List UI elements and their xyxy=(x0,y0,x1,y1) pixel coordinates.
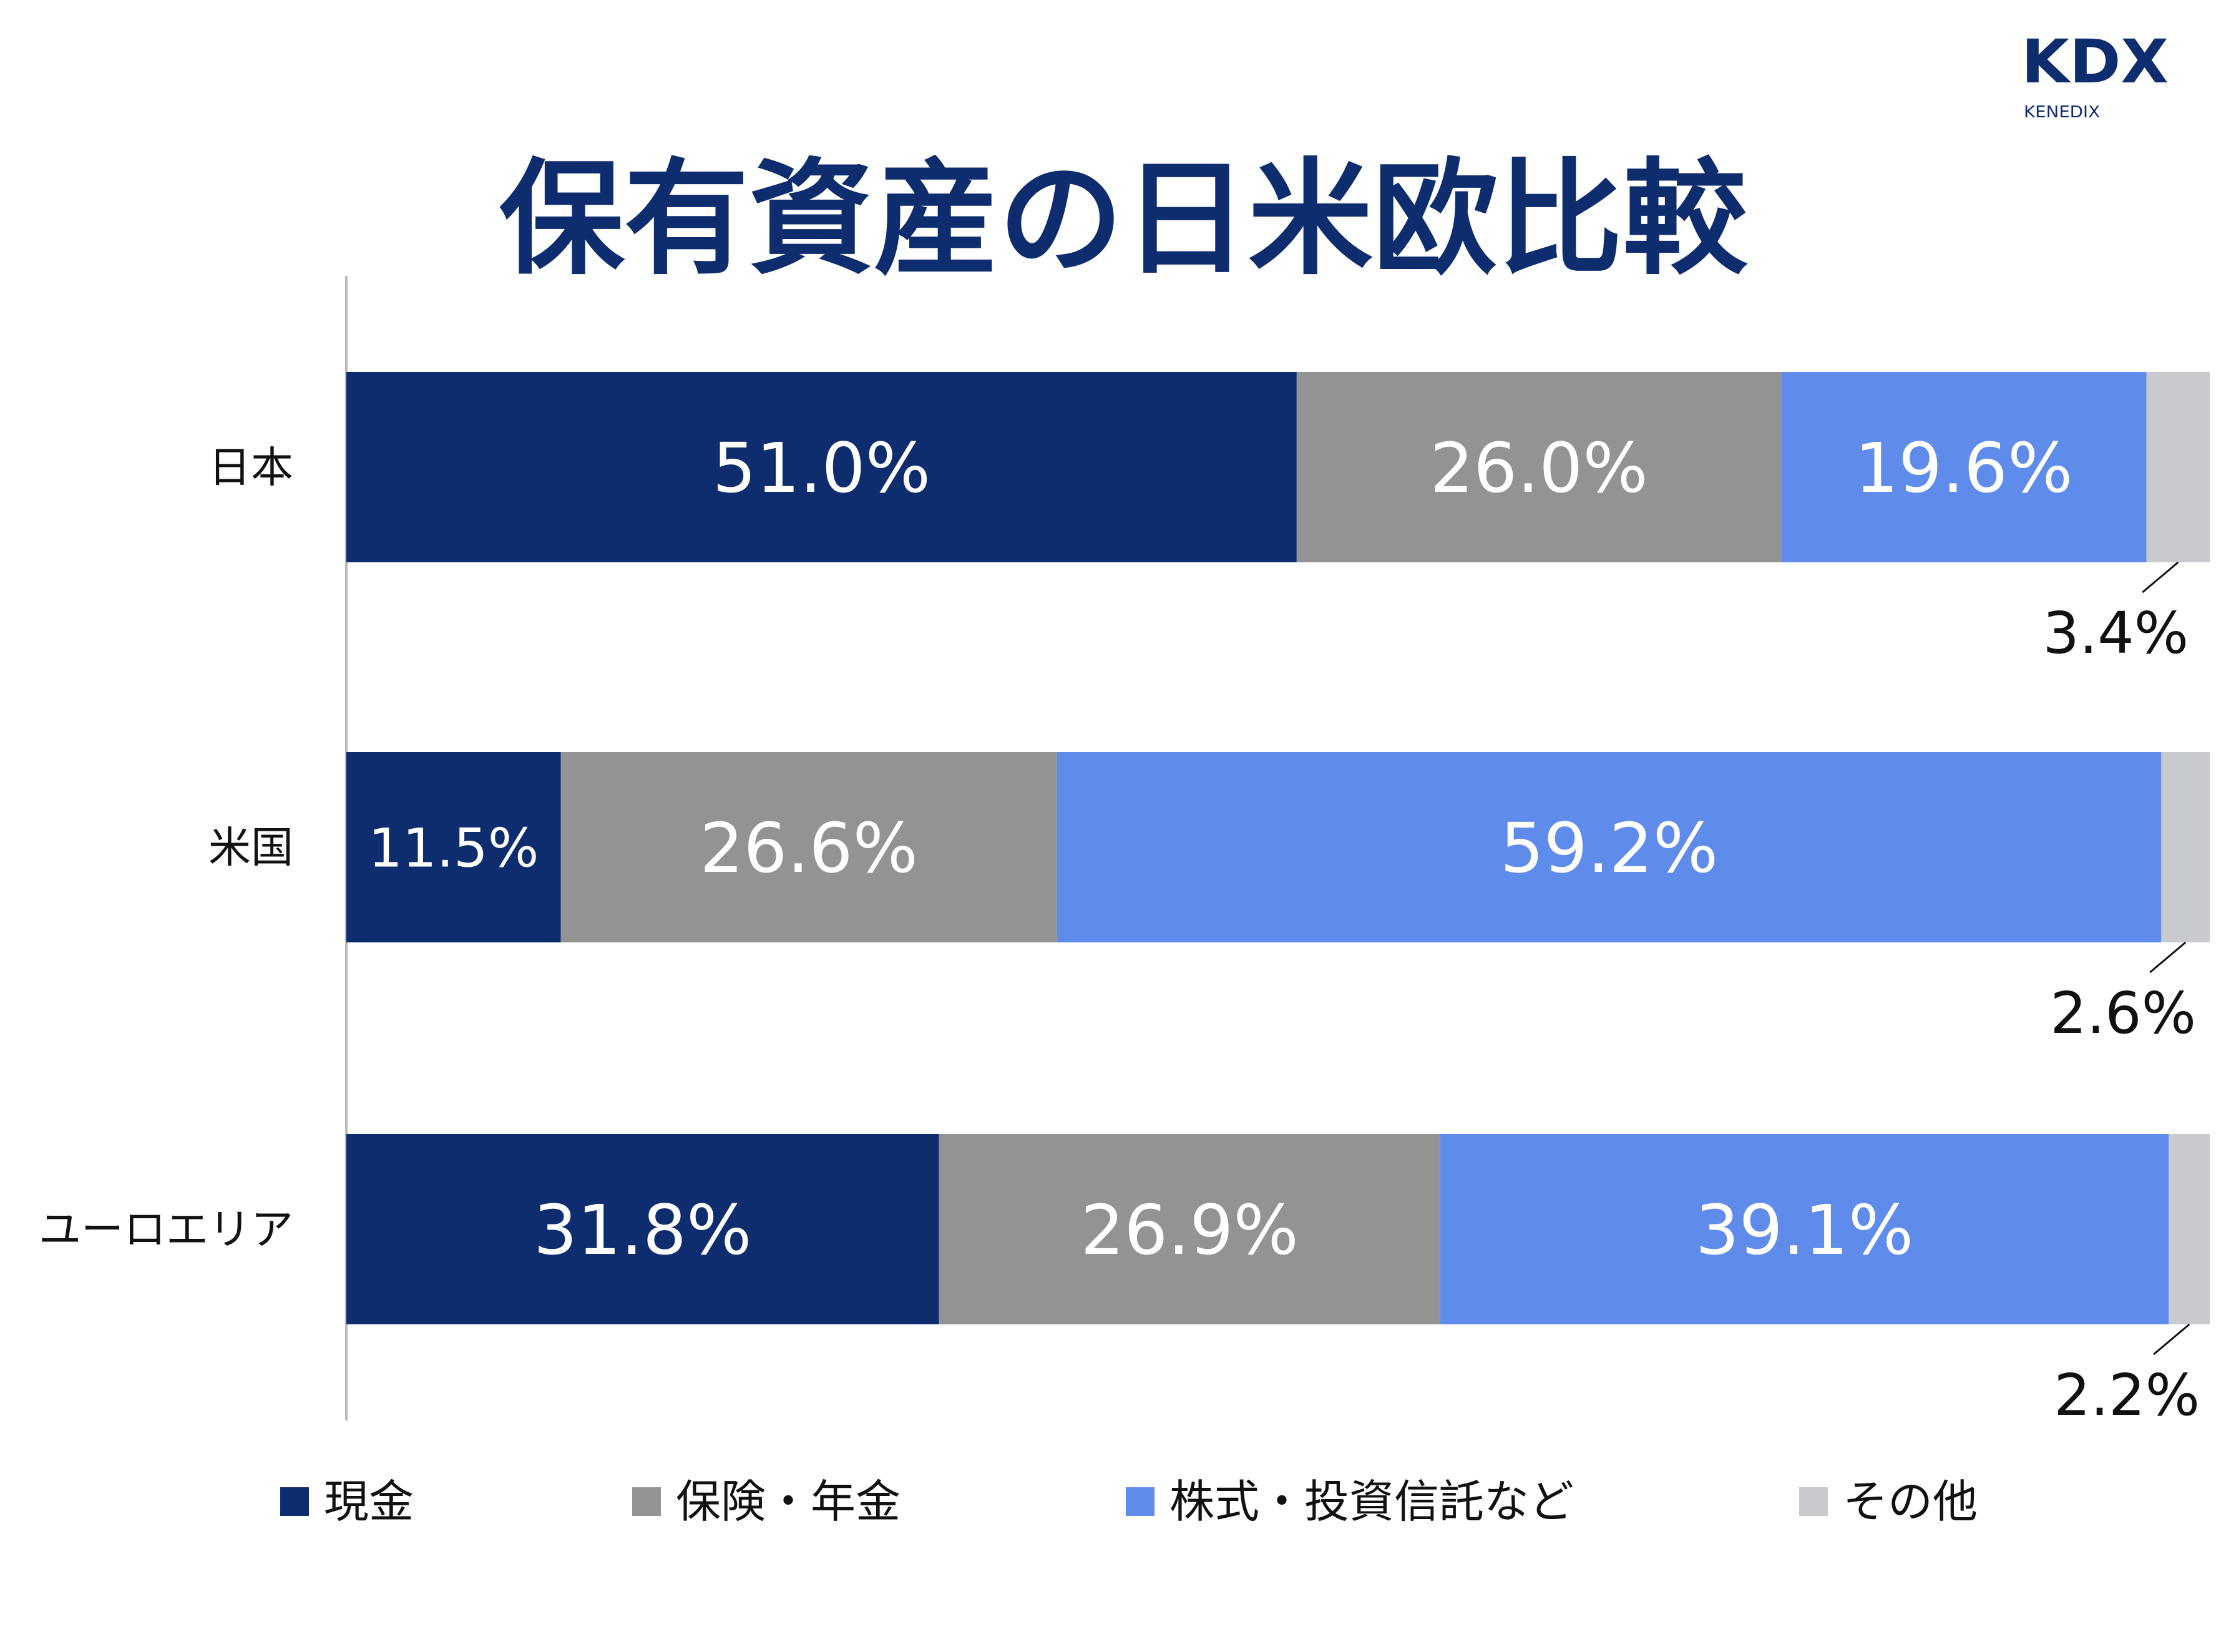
leader-line xyxy=(2153,1323,2190,1356)
bar-segment xyxy=(346,752,561,942)
bar-segment xyxy=(346,1134,939,1324)
logo-main: KDX xyxy=(2021,27,2169,97)
data-label: 26.0% xyxy=(1430,428,1648,508)
legend-item: 現金 xyxy=(280,1475,414,1528)
bar-segment xyxy=(939,1134,1440,1324)
legend-label: 株式・投資信託など xyxy=(1169,1475,1574,1528)
bar-segment xyxy=(1296,372,1782,562)
legend-swatch xyxy=(1126,1487,1155,1516)
category-label: 米国 xyxy=(208,824,293,873)
category-label: ユーロエリア xyxy=(39,1206,293,1255)
legend-item: 保険・年金 xyxy=(632,1475,901,1528)
leader-line xyxy=(2149,941,2187,974)
logo-sub: KENEDIX xyxy=(2024,103,2100,122)
legend-swatch xyxy=(1799,1487,1828,1516)
category-label: 日本 xyxy=(208,444,293,493)
data-label: 2.6% xyxy=(2050,980,2196,1047)
chart-title: 保有資産の日米欧比較 xyxy=(499,147,1748,292)
data-label: 26.6% xyxy=(700,808,918,888)
legend-label: その他 xyxy=(1843,1475,1978,1528)
legend-swatch xyxy=(632,1487,661,1516)
data-label: 11.5% xyxy=(368,817,539,879)
bar-segment xyxy=(1057,752,2162,942)
data-label: 39.1% xyxy=(1696,1190,1913,1270)
data-label: 31.8% xyxy=(534,1190,751,1270)
data-label: 26.9% xyxy=(1080,1190,1298,1270)
data-label: 3.4% xyxy=(2043,600,2189,667)
legend-swatch xyxy=(280,1487,309,1516)
data-label: 59.2% xyxy=(1500,808,1718,888)
bar-segment xyxy=(1440,1134,2169,1324)
data-label: 51.0% xyxy=(713,428,930,508)
bar-segment xyxy=(2146,372,2210,562)
legend-label: 保険・年金 xyxy=(676,1475,901,1528)
data-label: 2.2% xyxy=(2054,1362,2200,1429)
leader-line xyxy=(2142,561,2179,594)
bar-segment xyxy=(346,372,1297,562)
kdx-logo: KDX KENEDIX xyxy=(2021,27,2169,122)
data-label: 19.6% xyxy=(1855,428,2072,508)
bar-segment xyxy=(2161,752,2210,942)
bar-segment xyxy=(1781,372,2147,562)
bar-segment xyxy=(560,752,1057,942)
bar-segment xyxy=(2169,1134,2210,1324)
legend-item: その他 xyxy=(1799,1475,1978,1528)
legend-item: 株式・投資信託など xyxy=(1126,1475,1574,1528)
legend-label: 現金 xyxy=(324,1475,414,1528)
